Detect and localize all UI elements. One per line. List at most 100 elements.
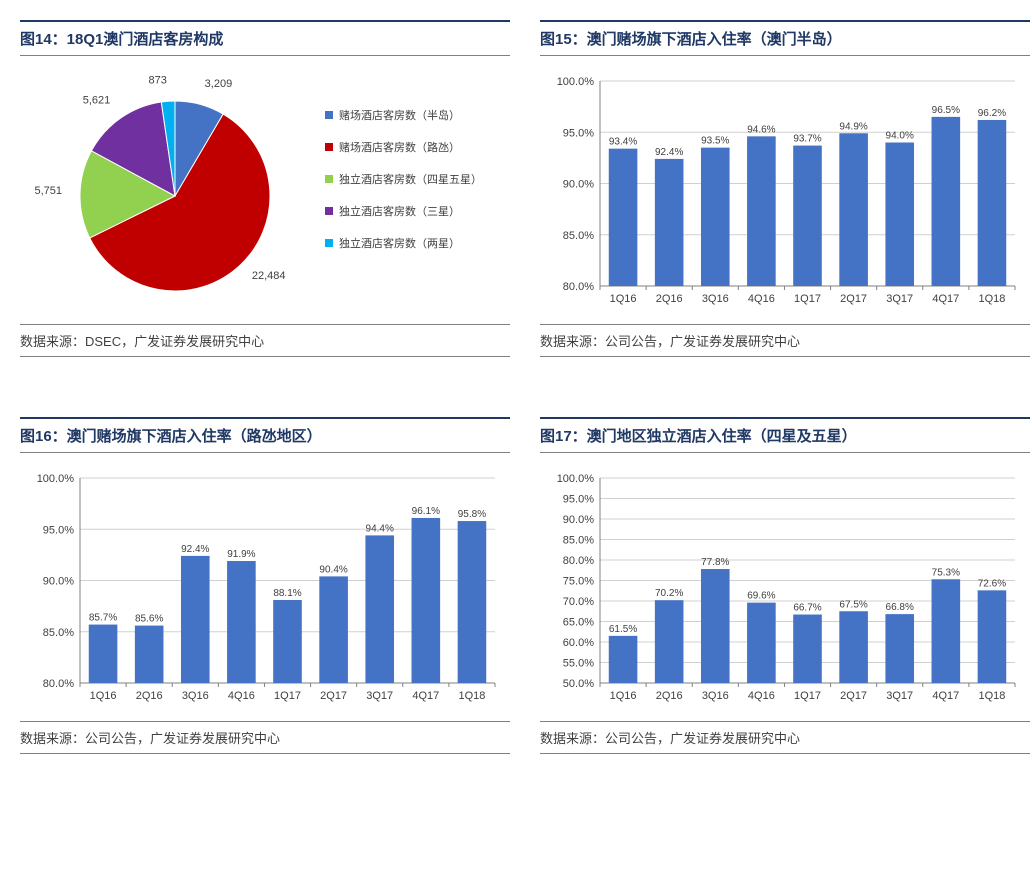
- svg-text:94.4%: 94.4%: [366, 523, 394, 534]
- svg-text:1Q16: 1Q16: [90, 690, 117, 702]
- svg-text:75.3%: 75.3%: [932, 567, 960, 578]
- svg-text:60.0%: 60.0%: [563, 637, 594, 649]
- svg-text:赌场酒店客房数（路氹）: 赌场酒店客房数（路氹）: [339, 140, 460, 154]
- svg-text:3Q16: 3Q16: [702, 293, 729, 305]
- svg-text:赌场酒店客房数（半岛）: 赌场酒店客房数（半岛）: [339, 108, 460, 122]
- svg-text:3Q17: 3Q17: [366, 690, 393, 702]
- svg-text:3,209: 3,209: [205, 78, 233, 90]
- svg-text:94.9%: 94.9%: [839, 121, 867, 132]
- panel-15: 图15：澳门赌场旗下酒店入住率（澳门半岛） 80.0% 85.0% 90.0% 95.…: [540, 20, 1030, 357]
- svg-text:93.5%: 93.5%: [701, 136, 729, 147]
- svg-text:70.2%: 70.2%: [655, 588, 683, 599]
- svg-text:94.0%: 94.0%: [886, 131, 914, 142]
- svg-text:1Q17: 1Q17: [794, 293, 821, 305]
- panel-source: 数据来源：公司公告，广发证券发展研究中心: [540, 721, 1030, 754]
- svg-text:1Q16: 1Q16: [610, 690, 637, 702]
- chart-grid: 图14：18Q1澳门酒店客房构成 3,209 22,484 5,751 5,621 87…: [20, 20, 1012, 754]
- svg-text:1Q16: 1Q16: [610, 293, 637, 305]
- svg-text:85.0%: 85.0%: [43, 627, 74, 639]
- svg-text:96.1%: 96.1%: [412, 506, 440, 517]
- svg-text:95.0%: 95.0%: [43, 524, 74, 536]
- svg-text:100.0%: 100.0%: [37, 473, 75, 485]
- panel-title: 图17：澳门地区独立酒店入住率（四星及五星）: [540, 417, 1030, 453]
- svg-text:80.0%: 80.0%: [563, 281, 594, 293]
- svg-text:90.4%: 90.4%: [319, 564, 347, 575]
- svg-text:65.0%: 65.0%: [563, 617, 594, 629]
- svg-text:95.8%: 95.8%: [458, 509, 486, 520]
- svg-text:95.0%: 95.0%: [563, 494, 594, 506]
- svg-text:66.8%: 66.8%: [886, 602, 914, 613]
- panel-title: 图16：澳门赌场旗下酒店入住率（路氹地区）: [20, 417, 510, 453]
- svg-text:2Q16: 2Q16: [656, 690, 683, 702]
- panel-17: 图17：澳门地区独立酒店入住率（四星及五星） 50.0% 55.0% 60.0% 65…: [540, 417, 1030, 754]
- panel-title: 图14：18Q1澳门酒店客房构成: [20, 20, 510, 56]
- svg-text:5,621: 5,621: [83, 94, 111, 106]
- bar-chart: 80.0% 85.0% 90.0% 95.0% 100.0% 93.4% 1Q16 92.4%…: [540, 56, 1030, 316]
- svg-text:3Q17: 3Q17: [886, 690, 913, 702]
- svg-text:90.0%: 90.0%: [563, 179, 594, 191]
- panel-14: 图14：18Q1澳门酒店客房构成 3,209 22,484 5,751 5,621 87…: [20, 20, 510, 357]
- svg-text:91.9%: 91.9%: [227, 549, 255, 560]
- svg-text:2Q17: 2Q17: [840, 293, 867, 305]
- svg-text:873: 873: [148, 74, 166, 86]
- svg-text:2Q17: 2Q17: [840, 690, 867, 702]
- svg-text:22,484: 22,484: [252, 270, 286, 282]
- svg-text:96.5%: 96.5%: [932, 105, 960, 116]
- svg-text:独立酒店客房数（三星）: 独立酒店客房数（三星）: [339, 204, 460, 218]
- svg-text:94.6%: 94.6%: [747, 124, 775, 135]
- svg-text:80.0%: 80.0%: [43, 678, 74, 690]
- pie-chart: 3,209 22,484 5,751 5,621 873 赌场酒店客房数（半岛） 赌场酒店客…: [20, 56, 510, 316]
- svg-text:70.0%: 70.0%: [563, 596, 594, 608]
- svg-text:1Q18: 1Q18: [978, 690, 1005, 702]
- svg-text:96.2%: 96.2%: [978, 108, 1006, 119]
- svg-text:61.5%: 61.5%: [609, 624, 637, 635]
- svg-text:95.0%: 95.0%: [563, 127, 594, 139]
- svg-text:5,751: 5,751: [34, 185, 62, 197]
- svg-text:80.0%: 80.0%: [563, 555, 594, 567]
- svg-text:69.6%: 69.6%: [747, 591, 775, 602]
- svg-text:55.0%: 55.0%: [563, 658, 594, 670]
- svg-text:93.4%: 93.4%: [609, 137, 637, 148]
- svg-text:93.7%: 93.7%: [793, 134, 821, 145]
- svg-text:100.0%: 100.0%: [557, 473, 595, 485]
- svg-text:92.4%: 92.4%: [655, 147, 683, 158]
- svg-text:独立酒店客房数（四星五星）: 独立酒店客房数（四星五星）: [339, 172, 482, 186]
- svg-text:67.5%: 67.5%: [839, 599, 867, 610]
- svg-text:50.0%: 50.0%: [563, 678, 594, 690]
- svg-text:3Q16: 3Q16: [182, 690, 209, 702]
- svg-text:88.1%: 88.1%: [273, 588, 301, 599]
- svg-text:77.8%: 77.8%: [701, 557, 729, 568]
- svg-text:4Q17: 4Q17: [412, 690, 439, 702]
- svg-text:4Q16: 4Q16: [748, 690, 775, 702]
- svg-text:4Q17: 4Q17: [932, 293, 959, 305]
- svg-text:4Q16: 4Q16: [748, 293, 775, 305]
- svg-text:85.0%: 85.0%: [563, 535, 594, 547]
- svg-text:75.0%: 75.0%: [563, 576, 594, 588]
- svg-text:4Q16: 4Q16: [228, 690, 255, 702]
- panel-source: 数据来源：公司公告，广发证券发展研究中心: [20, 721, 510, 754]
- panel-source: 数据来源：公司公告，广发证券发展研究中心: [540, 324, 1030, 357]
- panel-title: 图15：澳门赌场旗下酒店入住率（澳门半岛）: [540, 20, 1030, 56]
- svg-text:独立酒店客房数（两星）: 独立酒店客房数（两星）: [339, 236, 460, 250]
- svg-text:2Q16: 2Q16: [656, 293, 683, 305]
- svg-text:1Q17: 1Q17: [794, 690, 821, 702]
- svg-text:2Q17: 2Q17: [320, 690, 347, 702]
- svg-text:90.0%: 90.0%: [43, 576, 74, 588]
- svg-text:4Q17: 4Q17: [932, 690, 959, 702]
- svg-text:66.7%: 66.7%: [793, 603, 821, 614]
- svg-text:2Q16: 2Q16: [136, 690, 163, 702]
- panel-16: 图16：澳门赌场旗下酒店入住率（路氹地区） 80.0% 85.0% 90.0% 95.…: [20, 417, 510, 754]
- svg-text:3Q17: 3Q17: [886, 293, 913, 305]
- svg-text:100.0%: 100.0%: [557, 76, 595, 88]
- svg-text:85.7%: 85.7%: [89, 613, 117, 624]
- panel-source: 数据来源：DSEC，广发证券发展研究中心: [20, 324, 510, 357]
- svg-text:1Q17: 1Q17: [274, 690, 301, 702]
- svg-text:92.4%: 92.4%: [181, 544, 209, 555]
- svg-text:72.6%: 72.6%: [978, 578, 1006, 589]
- svg-text:3Q16: 3Q16: [702, 690, 729, 702]
- svg-text:85.0%: 85.0%: [563, 230, 594, 242]
- svg-text:1Q18: 1Q18: [978, 293, 1005, 305]
- svg-text:85.6%: 85.6%: [135, 614, 163, 625]
- bar-chart: 50.0% 55.0% 60.0% 65.0% 70.0% 75.0% 80.0% 85.0%…: [540, 453, 1030, 713]
- svg-text:90.0%: 90.0%: [563, 514, 594, 526]
